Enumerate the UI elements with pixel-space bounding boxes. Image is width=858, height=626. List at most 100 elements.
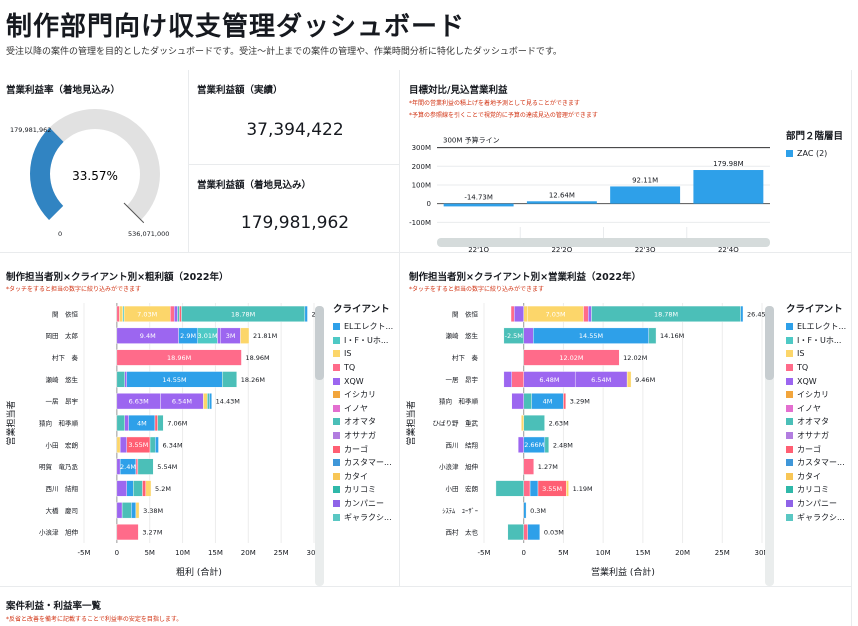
legend-swatch bbox=[786, 486, 793, 494]
segment-label: 7.03M bbox=[546, 310, 566, 318]
y-axis-title: 営業担当者 bbox=[405, 400, 417, 445]
client-legend-item[interactable]: I・F・Uホ... bbox=[786, 334, 846, 348]
row-label: 西村 太也 bbox=[446, 528, 479, 537]
target-chart-scrollbar[interactable] bbox=[437, 238, 770, 247]
client-legend-item[interactable]: オオマタ bbox=[333, 415, 393, 429]
client-legend-item[interactable]: ELエレクト... bbox=[333, 320, 393, 334]
bar-segment bbox=[116, 305, 120, 322]
client-legend-item[interactable]: イノヤ bbox=[333, 402, 393, 416]
legend-swatch bbox=[333, 486, 340, 494]
gross-chart-scrollbar-thumb[interactable] bbox=[315, 306, 324, 380]
bar-segment bbox=[510, 305, 515, 322]
client-legend-item[interactable]: IS bbox=[333, 347, 393, 361]
op-chart-scrollbar[interactable] bbox=[765, 306, 774, 586]
client-legend-label: カリコミ bbox=[797, 485, 829, 495]
row-total-label: 12.02M bbox=[623, 354, 647, 362]
kpi-actual-panel[interactable]: 営業利益額（実績） 37,394,422 bbox=[189, 70, 400, 165]
operating-profit-chart: -5M 0 5M 10M 15M 20M 25M 30M 関 依恒 7.03M 18.78M 26.4… bbox=[405, 303, 770, 578]
bar-segment bbox=[142, 480, 146, 497]
segment-label: 12.02M bbox=[559, 354, 583, 362]
client-legend-item[interactable]: カリコミ bbox=[786, 483, 846, 497]
client-legend-item[interactable]: カリコミ bbox=[333, 483, 393, 497]
legend-swatch bbox=[333, 350, 340, 358]
legend-swatch bbox=[333, 513, 340, 521]
client-legend-item[interactable]: カンパニー bbox=[333, 497, 393, 511]
client-legend-item[interactable]: IS bbox=[786, 347, 846, 361]
target-bar bbox=[610, 186, 681, 204]
y-axis-title: 営業担当者 bbox=[5, 400, 17, 445]
target-legend-item[interactable]: ZAC (2) bbox=[786, 147, 843, 161]
op-chart-scrollbar-thumb[interactable] bbox=[765, 306, 774, 380]
client-legend-item[interactable]: カスタマー... bbox=[333, 456, 393, 470]
bar-segment bbox=[240, 327, 250, 344]
client-legend-item[interactable]: オサナガ bbox=[786, 429, 846, 443]
bar-segment bbox=[523, 327, 534, 344]
gross-chart-scrollbar[interactable] bbox=[315, 306, 324, 586]
row-label: 岡田 太郎 bbox=[46, 331, 79, 340]
client-legend-item[interactable]: カタイ bbox=[333, 470, 393, 484]
x-tick-label: 25M bbox=[274, 549, 289, 557]
bar-segment bbox=[209, 393, 212, 410]
target-chart-panel[interactable]: 目標対比/見込営業利益 *年間の営業利益の積上げを着地予測として見ることができま… bbox=[400, 70, 852, 253]
x-tick-label: 22'1Q bbox=[468, 246, 489, 252]
bar-segment bbox=[583, 305, 589, 322]
segment-label: 6.63M bbox=[129, 398, 149, 406]
y-tick-label: -100M bbox=[409, 219, 431, 227]
segment-label: 2.9M bbox=[180, 332, 196, 340]
client-legend-title: クライアント bbox=[786, 304, 843, 315]
client-legend-item[interactable]: カーゴ bbox=[333, 442, 393, 456]
bar-segment bbox=[207, 393, 210, 410]
client-legend-item[interactable]: イノヤ bbox=[786, 402, 846, 416]
row-label: ｼｽﾃﾑ ﾕｰｻﾞｰ bbox=[442, 507, 478, 515]
legend-swatch bbox=[333, 432, 340, 440]
client-legend-item[interactable]: XQW bbox=[786, 374, 846, 388]
client-legend-item[interactable]: TQ bbox=[786, 361, 846, 375]
row-label: 小浪津 旭伸 bbox=[439, 462, 479, 471]
segment-label: 6.54M bbox=[172, 398, 192, 406]
client-legend-item[interactable]: カスタマー... bbox=[786, 456, 846, 470]
client-legend-label: I・F・Uホ... bbox=[344, 335, 389, 345]
client-legend-item[interactable]: ギャラクシ... bbox=[333, 510, 393, 524]
row-total-label: 18.26M bbox=[241, 376, 265, 384]
row-label: 小田 宏朗 bbox=[46, 440, 79, 449]
client-legend-item[interactable]: カタイ bbox=[786, 470, 846, 484]
segment-label: 3M bbox=[226, 332, 236, 340]
row-total-label: 3.38M bbox=[143, 507, 163, 515]
row-total-label: 14.43M bbox=[216, 398, 240, 406]
gauge-panel[interactable]: 営業利益率（着地見込み） 33.57% 179,981,962 0 536,07… bbox=[0, 70, 189, 253]
legend-swatch bbox=[786, 513, 793, 521]
client-legend-item[interactable]: XQW bbox=[333, 374, 393, 388]
kpi-forecast-panel[interactable]: 営業利益額（着地見込み） 179,981,962 bbox=[189, 165, 400, 253]
client-legend-label: カンパニー bbox=[797, 499, 837, 509]
bar-segment bbox=[523, 393, 532, 410]
row-label: 西川 結翔 bbox=[446, 440, 479, 449]
bar-segment bbox=[121, 502, 132, 519]
client-legend-item[interactable]: オオマタ bbox=[786, 415, 846, 429]
gross-chart-panel[interactable]: 制作担当者別×クライアント別×粗利額（2022年） *タッチをすると担当の数字に… bbox=[0, 253, 400, 587]
gross-chart-note: *タッチをすると担当の数字に絞り込みができます bbox=[6, 286, 142, 293]
bar-segment bbox=[521, 414, 524, 432]
segment-label: 18.78M bbox=[231, 310, 255, 318]
client-legend-item[interactable]: カーゴ bbox=[786, 442, 846, 456]
bar-segment bbox=[544, 436, 550, 453]
client-legend-item[interactable]: ELエレクト... bbox=[786, 320, 846, 334]
client-legend-item[interactable]: ギャラクシ... bbox=[786, 510, 846, 524]
x-tick-label: -5M bbox=[477, 549, 490, 557]
client-legend-label: イノヤ bbox=[797, 403, 821, 413]
legend-swatch bbox=[786, 432, 793, 440]
bar-segment bbox=[116, 524, 139, 541]
row-total-label: 1.27M bbox=[538, 463, 558, 471]
x-tick-label: -5M bbox=[77, 549, 90, 557]
client-legend-item[interactable]: カンパニー bbox=[786, 497, 846, 511]
client-legend-item[interactable]: TQ bbox=[333, 361, 393, 375]
legend-swatch bbox=[786, 364, 793, 372]
client-legend-item[interactable]: イシカリ bbox=[333, 388, 393, 402]
client-legend-item[interactable]: イシカリ bbox=[786, 388, 846, 402]
client-legend-item[interactable]: I・F・Uホ... bbox=[333, 334, 393, 348]
segment-label: 6.48M bbox=[539, 376, 559, 384]
op-chart-panel[interactable]: 制作担当者別×クライアント別×営業利益（2022年） *タッチをすると担当の数字… bbox=[400, 253, 852, 587]
bar-segment bbox=[119, 436, 127, 453]
gauge-chart: 33.57% 179,981,962 0 536,071,000 bbox=[10, 109, 169, 238]
client-legend-item[interactable]: オサナガ bbox=[333, 429, 393, 443]
x-tick-label: 10M bbox=[175, 549, 190, 557]
